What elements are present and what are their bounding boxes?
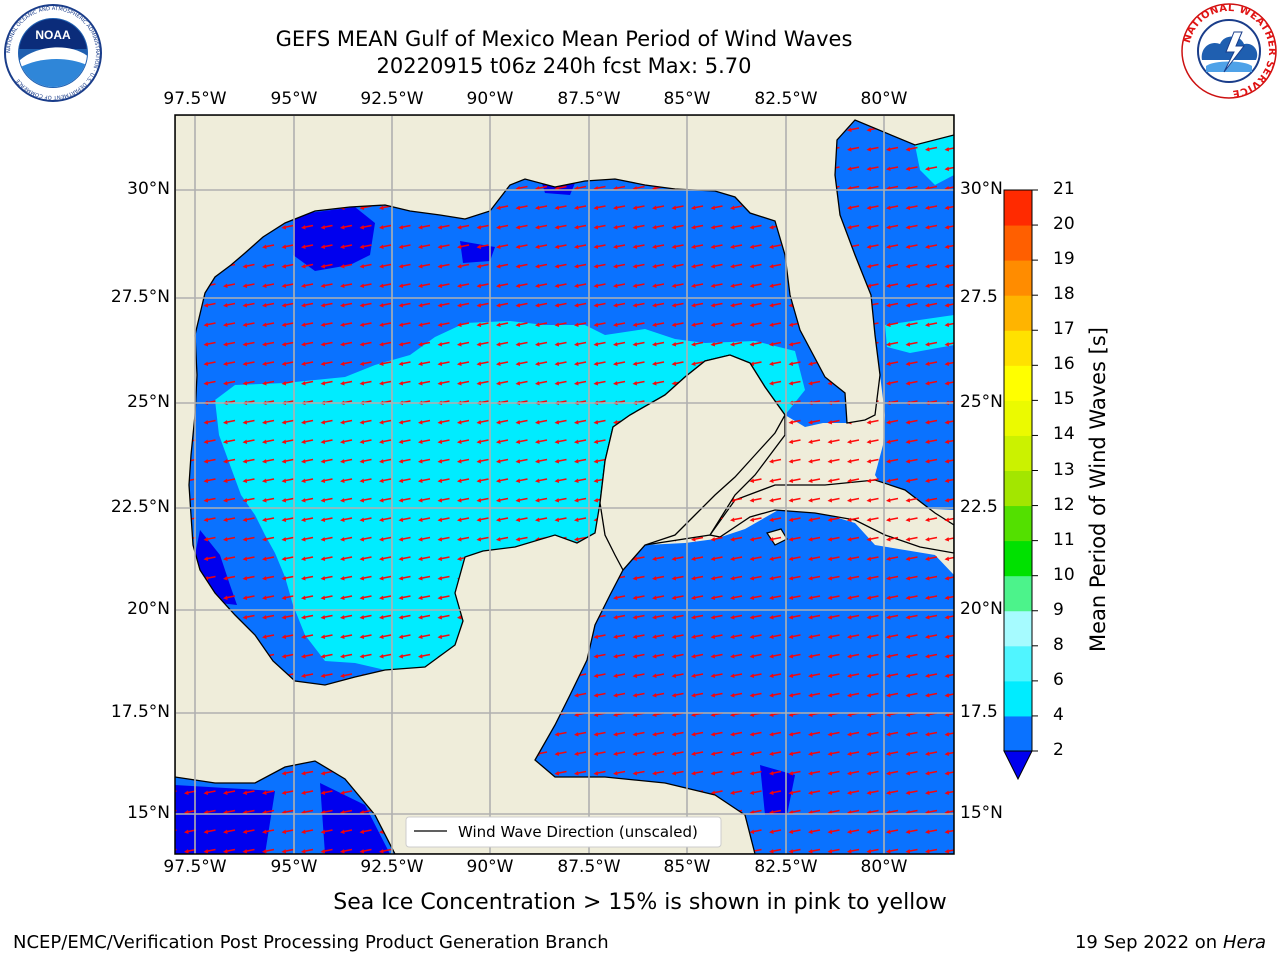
latitude-tick-label: 15°N [960, 803, 1003, 823]
nws-logo: NATIONAL WEATHER SERVICE [1181, 3, 1277, 99]
colorbar-band [1004, 295, 1032, 331]
map-legend: Wind Wave Direction (unscaled) [405, 816, 722, 848]
latitude-tick-label: 25°N [960, 392, 1003, 412]
longitude-tick-label: 87.5°W [557, 857, 621, 877]
land-north-america [175, 115, 954, 854]
colorbar-band [1004, 470, 1032, 507]
colorbar-band [1004, 225, 1032, 261]
chart-title: GEFS MEAN Gulf of Mexico Mean Period of … [275, 27, 853, 51]
colorbar-extend-arrow [1003, 750, 1033, 781]
longitude-tick-label: 95°W [270, 857, 318, 877]
chart-subtitle: 20220915 t06z 240h fcst Max: 5.70 [376, 54, 752, 78]
machine-name: Hera [1222, 932, 1266, 953]
colorbar-tick-label: 14 [1053, 424, 1075, 445]
legend-label: Wind Wave Direction (unscaled) [458, 823, 698, 841]
sea-ice-note: Sea Ice Concentration > 15% is shown in … [333, 890, 947, 915]
latitude-tick-label: 20°N [960, 599, 1003, 619]
latitude-tick-label: 22.5 [960, 497, 998, 517]
map-gridlines [175, 115, 954, 854]
gulf-of-mexico-map: Wind Wave Direction (unscaled) [174, 114, 955, 855]
colorbar-band [1004, 680, 1032, 717]
longitude-tick-label: 85°W [663, 89, 711, 109]
colorbar [1003, 189, 1038, 781]
colorbar-tick-label: 10 [1053, 564, 1075, 585]
latitude-tick-label: 17.5°N [110, 702, 170, 722]
latitude-tick-label: 20°N [127, 599, 170, 619]
colorbar-band [1004, 190, 1032, 226]
longitude-tick-label: 80°W [860, 857, 908, 877]
colorbar-tick-label: 2 [1053, 740, 1064, 760]
colorbar-tick-label: 21 [1053, 179, 1075, 199]
colorbar-tick-label: 18 [1053, 284, 1075, 305]
colorbar-band [1004, 435, 1032, 471]
colorbar-tick-label: 11 [1053, 529, 1075, 550]
colorbar-tick-label: 19 [1053, 249, 1075, 270]
longitude-tick-label: 80°W [860, 89, 908, 109]
longitude-tick-label: 87.5°W [557, 89, 621, 109]
longitude-tick-label: 97.5°W [163, 89, 227, 109]
latitude-tick-label: 17.5 [960, 702, 998, 722]
map-frame [174, 114, 955, 855]
noaa-logo: NOAA NATIONAL OCEANIC AND ATMOSPHERIC AD… [4, 4, 102, 102]
colorbar-band [1004, 645, 1032, 682]
latitude-tick-label: 30°N [960, 179, 1003, 199]
colorbar-band [1004, 365, 1032, 401]
colorbar-tick-label: 12 [1053, 494, 1075, 515]
colorbar-band [1004, 575, 1032, 612]
colorbar-band [1004, 505, 1032, 542]
colorbar-band [1004, 540, 1032, 577]
colorbar-band [1004, 330, 1032, 366]
longitude-tick-label: 90°W [466, 89, 514, 109]
longitude-tick-label: 82.5°W [754, 89, 818, 109]
colorbar-tick-label: 15 [1053, 389, 1075, 410]
credit-text: NCEP/EMC/Verification Post Processing Pr… [13, 932, 609, 953]
latitude-tick-label: 30°N [127, 179, 170, 199]
land-yucatan [599, 354, 786, 572]
colorbar-tick-label: 16 [1053, 354, 1075, 375]
longitude-tick-label: 92.5°W [360, 89, 424, 109]
longitude-tick-label: 90°W [466, 857, 514, 877]
longitude-tick-label: 85°W [663, 857, 711, 877]
colorbar-band [1004, 260, 1032, 296]
longitude-tick-label: 97.5°W [163, 857, 227, 877]
date-text: 19 Sep 2022 on [1074, 932, 1218, 953]
longitude-tick-label: 92.5°W [360, 857, 424, 877]
colorbar-band [1004, 400, 1032, 436]
colorbar-band [1004, 715, 1032, 752]
date-stamp: 19 Sep 2022 on Hera [1075, 932, 1266, 953]
colorbar-tick-label: 20 [1053, 214, 1075, 235]
longitude-tick-label: 95°W [270, 89, 318, 109]
svg-text:NOAA: NOAA [35, 28, 71, 42]
colorbar-tick-label: 17 [1053, 319, 1075, 340]
longitude-tick-label: 82.5°W [754, 857, 818, 877]
colorbar-tick-label: 13 [1053, 459, 1075, 480]
latitude-tick-label: 27.5°N [110, 287, 170, 307]
colorbar-band [1004, 610, 1032, 647]
latitude-tick-label: 27.5 [960, 287, 998, 307]
latitude-tick-label: 22.5°N [110, 497, 170, 517]
colorbar-tick-label: 4 [1053, 704, 1064, 725]
colorbar-tick-label: 9 [1053, 599, 1064, 620]
colorbar-label: Mean Period of Wind Waves [s] [1086, 327, 1110, 652]
colorbar-tick-label: 8 [1053, 634, 1064, 655]
latitude-tick-label: 15°N [127, 803, 170, 823]
colorbar-tick-label: 6 [1053, 669, 1064, 690]
latitude-tick-label: 25°N [127, 392, 170, 412]
